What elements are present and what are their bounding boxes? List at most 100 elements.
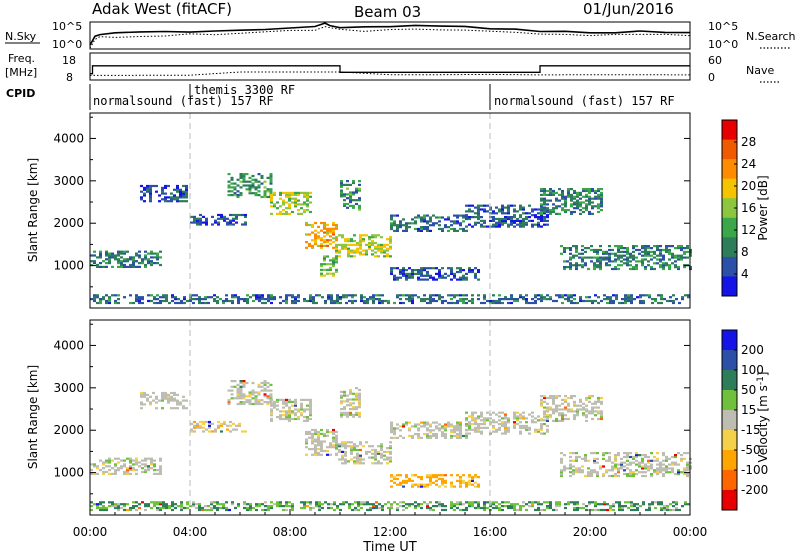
range-gate-cell — [462, 508, 465, 512]
range-gate-cell — [309, 201, 312, 204]
range-gate-cell — [585, 195, 588, 198]
range-gate-cell — [474, 274, 477, 277]
range-gate-cell — [540, 203, 543, 206]
range-gate-cell — [617, 463, 620, 466]
range-gate-cell — [623, 455, 626, 459]
range-gate-cell — [459, 214, 462, 217]
range-gate-cell — [343, 413, 346, 416]
range-gate-cell — [90, 263, 93, 267]
range-gate-cell — [190, 428, 193, 431]
range-gate-cell — [242, 174, 246, 178]
range-gate-cell — [208, 426, 211, 429]
range-gate-cell — [534, 299, 537, 303]
range-gate-cell — [146, 190, 149, 193]
range-gate-cell — [282, 410, 285, 413]
range-gate-cell — [471, 505, 474, 508]
range-gate-cell — [546, 207, 549, 210]
range-gate-cell — [144, 457, 147, 460]
range-gate-cell — [492, 424, 495, 428]
range-gate-cell — [546, 210, 549, 214]
range-gate-cell — [242, 381, 246, 385]
range-gate-cell — [216, 506, 219, 510]
range-gate-cell — [117, 469, 120, 472]
range-gate-cell — [380, 448, 383, 452]
range-gate-cell — [614, 267, 617, 271]
range-gate-cell — [402, 436, 405, 439]
range-gate-cell — [537, 419, 540, 422]
range-gate-cell — [196, 217, 199, 220]
range-gate-cell — [332, 233, 335, 236]
range-gate-cell — [359, 245, 362, 248]
range-gate-cell — [153, 459, 156, 462]
range-gate-cell — [561, 419, 564, 422]
range-gate-cell — [647, 469, 650, 472]
range-gate-cell — [668, 467, 671, 470]
range-gate-cell — [608, 254, 611, 257]
range-gate-cell — [525, 223, 528, 226]
range-gate-cell — [257, 385, 261, 388]
range-gate-cell — [543, 406, 546, 409]
range-gate-cell — [555, 408, 558, 411]
range-gate-cell — [605, 264, 608, 267]
range-gate-cell — [459, 483, 462, 486]
range-gate-cell — [672, 505, 675, 508]
range-gate-cell — [513, 208, 516, 211]
range-gate-cell — [309, 191, 312, 194]
range-gate-cell — [135, 505, 138, 508]
range-gate-cell — [617, 454, 620, 457]
range-gate-cell — [312, 301, 315, 305]
range-gate-cell — [411, 425, 414, 428]
range-gate-cell — [414, 269, 417, 272]
range-gate-cell — [674, 454, 677, 457]
range-gate-cell — [495, 225, 498, 228]
range-gate-cell — [276, 404, 279, 407]
range-gate-cell — [150, 256, 153, 259]
range-gate-cell — [543, 410, 546, 413]
range-gate-cell — [558, 414, 561, 417]
range-gate-cell — [573, 210, 576, 214]
range-gate-cell — [381, 299, 384, 303]
range-gate-cell — [444, 433, 447, 436]
range-gate-cell — [340, 402, 343, 405]
range-gate-cell — [368, 247, 371, 250]
range-gate-cell — [561, 416, 564, 419]
range-gate-cell — [343, 394, 346, 397]
range-gate-cell — [138, 254, 141, 257]
range-gate-cell — [147, 262, 150, 265]
freq-ytick-bottom: 8 — [66, 71, 73, 84]
range-gate-cell — [624, 299, 627, 303]
range-gate-cell — [174, 301, 177, 305]
range-gate-cell — [269, 178, 273, 181]
range-gate-cell — [291, 299, 294, 303]
range-gate-cell — [303, 210, 306, 214]
range-gate-cell — [621, 506, 624, 510]
range-gate-cell — [393, 267, 396, 270]
range-gate-cell — [480, 413, 483, 416]
range-gate-cell — [189, 298, 192, 301]
range-gate-cell — [602, 252, 605, 255]
range-gate-cell — [635, 264, 638, 267]
range-gate-cell — [456, 425, 459, 428]
range-gate-cell — [614, 455, 617, 459]
range-gate-cell — [438, 216, 441, 219]
range-gate-cell — [332, 438, 335, 441]
range-gate-cell — [420, 299, 423, 303]
range-gate-cell — [659, 254, 662, 257]
range-gate-cell — [222, 299, 225, 303]
range-gate-cell — [680, 247, 683, 250]
range-gate-cell — [288, 412, 291, 415]
range-gate-cell — [456, 270, 459, 274]
range-gate-cell — [675, 501, 678, 504]
range-gate-cell — [389, 456, 392, 459]
range-gate-cell — [288, 416, 291, 419]
range-gate-cell — [347, 240, 350, 243]
range-gate-cell — [665, 247, 668, 250]
range-gate-cell — [372, 506, 375, 510]
range-gate-cell — [339, 298, 342, 301]
range-gate-cell — [540, 207, 543, 210]
range-gate-cell — [199, 213, 202, 217]
range-gate-cell — [687, 503, 690, 506]
range-gate-cell — [282, 402, 285, 405]
range-gate-cell — [629, 267, 632, 271]
range-gate-cell — [357, 508, 360, 512]
